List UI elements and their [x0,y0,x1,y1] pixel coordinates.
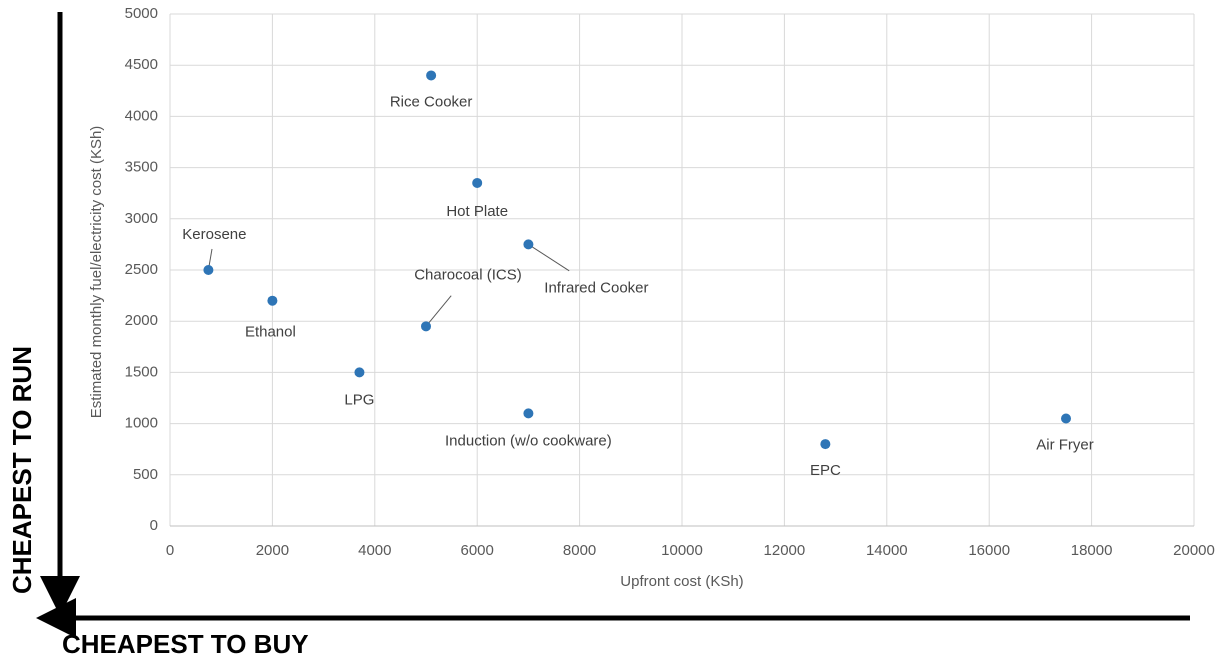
y-tick-label: 1000 [125,415,158,432]
y-tick-label: 5000 [125,5,158,22]
annotation: CHEAPEST TO BUY [62,629,309,659]
y-tick-label: 1500 [125,363,158,380]
y-tick-label: 3000 [125,210,158,227]
point [426,70,437,81]
x-tick-label: 2000 [256,542,289,559]
x-tick-label: 18000 [1071,542,1113,559]
leader-line [528,243,570,272]
x-tick-label: 4000 [358,542,391,559]
y-tick-label: 2500 [125,261,158,278]
point [523,239,534,250]
x-tick-label: 0 [166,542,174,559]
point [421,321,431,332]
y-tick-label: 3500 [125,159,158,176]
x-tick-label: 10000 [661,542,703,559]
point [523,408,534,419]
x-tick-label: 8000 [563,542,596,559]
point [203,265,214,275]
y-tick-label: 4000 [125,107,158,124]
data-label: Charocoal (ICS) [414,266,522,283]
y-tick-label: 0 [150,517,158,534]
y-axis-title: Estimated monthly fuel/electricity cost … [88,126,105,419]
data-label: LPG [344,391,374,408]
point [267,295,278,306]
annotation: CHEAPEST TO RUN [7,346,37,594]
x-tick-label: 6000 [461,542,494,559]
data-label: Kerosene [182,226,246,243]
data-label: EPC [810,462,841,479]
data-label: Induction (w/o cookware) [445,432,612,449]
x-tick-label: 20000 [1173,542,1215,559]
point [472,177,483,188]
leader-line [425,295,452,327]
y-tick-label: 2000 [125,312,158,329]
data-label: Rice Cooker [390,93,473,110]
data-label: Ethanol [245,324,296,341]
data-label: Air Fryer [1036,436,1094,453]
point [820,439,831,450]
x-tick-label: 14000 [866,542,908,559]
y-tick-label: 500 [133,466,158,483]
point [1061,413,1071,424]
x-tick-label: 16000 [968,542,1010,559]
x-axis-title: Upfront cost (KSh) [620,573,743,590]
x-tick-label: 12000 [764,542,806,559]
y-tick-label: 4500 [125,56,158,73]
data-label: Infrared Cooker [544,279,648,296]
data-label: Hot Plate [446,203,508,220]
point [354,367,365,378]
